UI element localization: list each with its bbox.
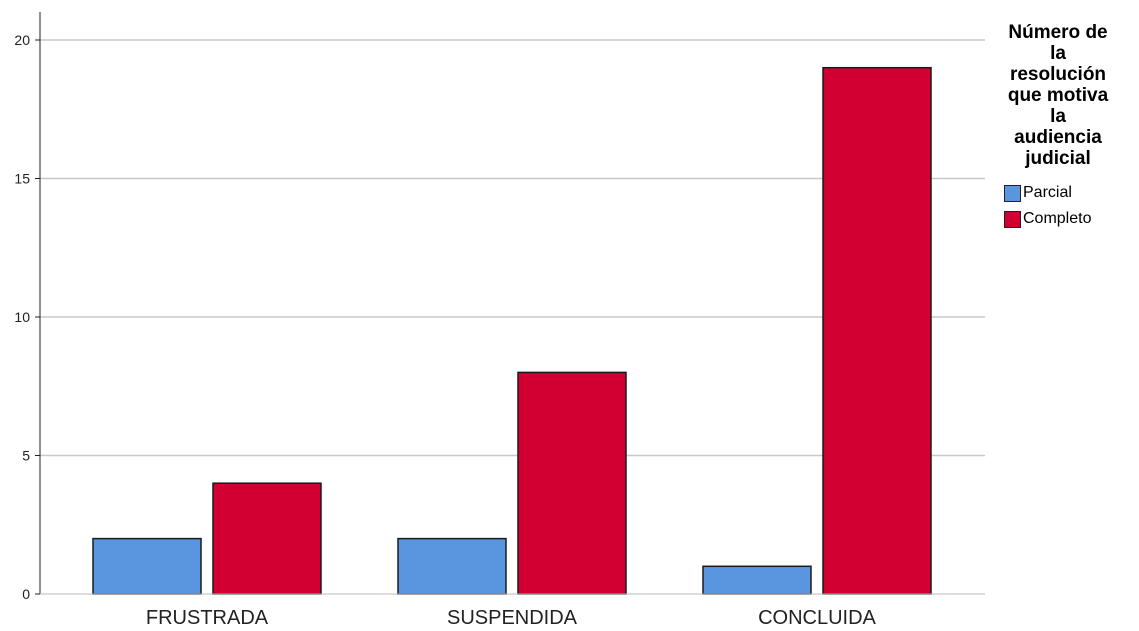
x-tick-label: FRUSTRADA xyxy=(146,607,269,629)
bar-completo xyxy=(517,371,627,595)
legend-title: Número de la resolución que motiva la audienc… xyxy=(988,22,1128,169)
y-tick-label: 10 xyxy=(14,309,30,325)
legend-title-line: resolución xyxy=(1009,64,1107,85)
bar-completo xyxy=(212,482,322,595)
x-axis-labels: FRUSTRADA SUSPENDIDA CONCLUIDA xyxy=(146,607,877,629)
legend-title-line: que motiva xyxy=(1007,85,1109,106)
legend-title-line: la xyxy=(1050,106,1066,127)
legend-label: Parcial xyxy=(1023,184,1072,201)
x-tick-label: SUSPENDIDA xyxy=(447,607,578,629)
y-tick-label: 20 xyxy=(14,32,30,48)
bar-parcial xyxy=(92,537,202,595)
legend-item: Parcial xyxy=(1004,180,1128,206)
y-tick-label: 5 xyxy=(22,448,30,464)
legend-swatch xyxy=(1004,210,1021,228)
legend-swatch xyxy=(1004,184,1021,202)
bar-completo xyxy=(822,66,932,595)
legend: Número de la resolución que motiva la audienc… xyxy=(988,22,1128,232)
y-tick-label: 15 xyxy=(14,171,30,187)
y-tick-label: 0 xyxy=(22,586,30,602)
bar-parcial xyxy=(702,565,812,595)
legend-label: Completo xyxy=(1023,210,1092,227)
legend-items: Parcial Completo xyxy=(988,180,1128,232)
legend-title-line: audiencia xyxy=(1014,127,1102,148)
legend-title-line: la xyxy=(1050,43,1066,64)
legend-title-line: judicial xyxy=(1025,148,1091,169)
bar-parcial xyxy=(397,537,507,595)
x-tick-label: CONCLUIDA xyxy=(758,607,876,629)
y-axis-ticks: 0 5 10 15 20 xyxy=(14,32,40,602)
legend-title-line: Número de xyxy=(1008,22,1108,43)
legend-item: Completo xyxy=(1004,206,1128,232)
bars xyxy=(92,66,932,595)
